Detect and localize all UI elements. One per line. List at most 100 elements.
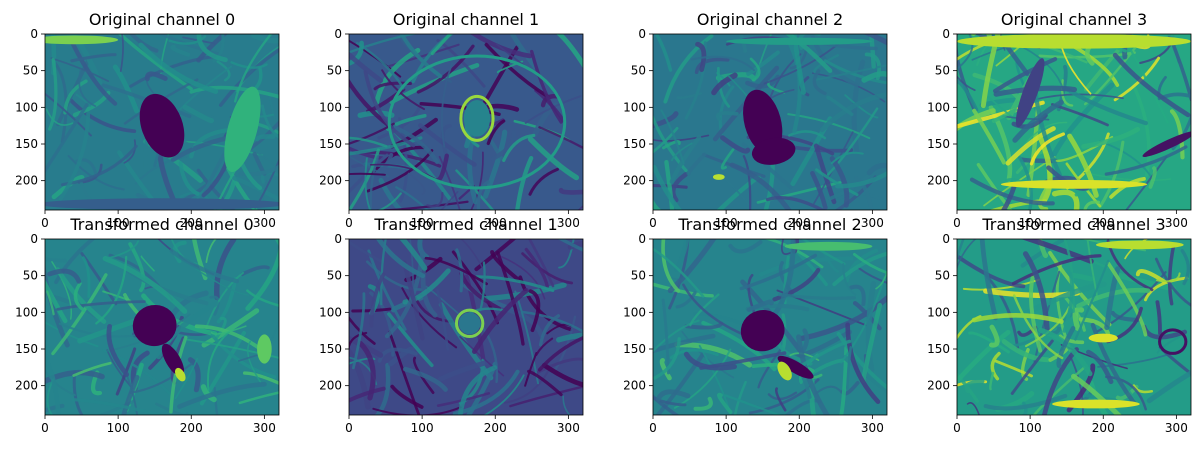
- heatmap-streak: [472, 288, 529, 354]
- heatmap-streak: [976, 34, 998, 67]
- subplot-title: Transformed channel 2: [677, 215, 861, 234]
- heatmap-streak: [815, 168, 859, 197]
- heatmap-streak: [695, 41, 707, 72]
- heatmap-streak: [46, 378, 55, 415]
- heatmap-streak: [972, 108, 1006, 165]
- y-tick-label: 0: [334, 27, 342, 41]
- heatmap-streak: [739, 253, 818, 291]
- heatmap-streak: [957, 100, 1045, 129]
- heatmap-streak: [524, 247, 549, 289]
- x-tick-label: 300: [557, 421, 580, 435]
- y-tick-label: 100: [15, 305, 38, 319]
- heatmap-streak: [535, 337, 554, 357]
- heatmap-streak: [189, 128, 230, 159]
- heatmap-blob: [139, 93, 185, 158]
- heatmap-streak: [436, 289, 450, 351]
- heatmap-streak: [524, 95, 582, 124]
- heatmap-streak: [375, 239, 426, 279]
- heatmap-streak: [349, 148, 381, 210]
- heatmap-streak: [1132, 84, 1151, 178]
- heatmap-streak: [1011, 254, 1102, 286]
- heatmap-streak: [699, 351, 787, 370]
- heatmap-streak: [186, 338, 279, 359]
- heatmap-streak: [205, 239, 217, 264]
- heatmap-ring: [1158, 328, 1188, 355]
- heatmap-streak: [746, 299, 774, 313]
- heatmap-streak: [1106, 261, 1148, 337]
- heatmap-band: [1088, 333, 1118, 343]
- heatmap-streak: [70, 53, 117, 63]
- heatmap-streak: [475, 275, 555, 293]
- heatmap-streak: [349, 172, 386, 176]
- x-tick-label: 200: [180, 421, 203, 435]
- heatmap-streak: [778, 261, 795, 295]
- heatmap-streak: [1144, 276, 1189, 302]
- x-tick-label: 0: [649, 421, 657, 435]
- x-tick-label: 100: [715, 421, 738, 435]
- heatmap-streak: [994, 359, 1033, 378]
- heatmap-streak: [1022, 251, 1050, 335]
- heatmap-streak: [509, 385, 583, 408]
- heatmap-streak: [1081, 126, 1141, 149]
- y-tick-label: 200: [927, 174, 950, 188]
- heatmap-streak: [129, 362, 193, 394]
- heatmap-streak: [828, 153, 887, 201]
- heatmap-streak: [1062, 271, 1074, 333]
- heatmap-streak: [1048, 346, 1069, 362]
- heatmap-streak: [387, 312, 434, 368]
- heatmap-streak: [854, 175, 874, 210]
- heatmap-streak: [716, 111, 739, 121]
- y-tick-label: 0: [638, 232, 646, 246]
- heatmap-streak: [957, 239, 977, 270]
- x-tick-label: 300: [861, 216, 884, 230]
- heatmap-streak: [55, 267, 107, 324]
- heatmap-streak: [435, 153, 449, 183]
- heatmap-streak: [1121, 381, 1143, 415]
- heatmap-streak: [753, 34, 773, 82]
- heatmap-streak: [352, 292, 366, 370]
- heatmap-streak: [45, 102, 89, 174]
- heatmap-streak: [1148, 166, 1157, 189]
- heatmap-streak: [661, 239, 681, 293]
- heatmap-streak: [724, 394, 782, 415]
- heatmap-streak: [1029, 271, 1043, 353]
- subplot-title: Original channel 2: [697, 10, 843, 29]
- heatmap-streak: [128, 242, 146, 293]
- x-tick-label: 200: [1092, 421, 1115, 435]
- x-tick-label: 0: [41, 421, 49, 435]
- heatmap-streak: [102, 240, 140, 261]
- heatmap-streak: [702, 153, 766, 178]
- heatmap-streak: [210, 333, 277, 379]
- y-tick-label: 150: [15, 342, 38, 356]
- y-tick-label: 200: [319, 174, 342, 188]
- heatmap-streak: [562, 395, 571, 415]
- heatmap-streak: [1056, 326, 1076, 369]
- heatmap-streak: [102, 255, 188, 314]
- heatmap-streak: [218, 47, 279, 107]
- y-tick-label: 200: [15, 174, 38, 188]
- x-tick-label: 0: [953, 216, 961, 230]
- heatmap-streak: [214, 239, 237, 301]
- heatmap-streak: [1051, 82, 1115, 158]
- heatmap-streak: [260, 104, 279, 139]
- y-tick-label: 50: [23, 64, 38, 78]
- heatmap-streak: [177, 381, 267, 409]
- x-tick-label: 0: [649, 216, 657, 230]
- heatmap-streak: [791, 34, 806, 95]
- y-tick-label: 50: [327, 64, 342, 78]
- y-tick-label: 0: [30, 232, 38, 246]
- heatmap-streak: [686, 152, 707, 176]
- subplot-5: Transformed channel 0 0 100 200 300 0 50 100 150…: [15, 215, 280, 435]
- heatmap-streak: [524, 351, 538, 387]
- heatmap-streak: [1146, 369, 1191, 404]
- heatmap-streak: [836, 192, 887, 204]
- heatmap-streak: [205, 271, 244, 330]
- heatmap-streak: [720, 148, 735, 170]
- heatmap-streak: [1167, 242, 1176, 306]
- heatmap-streak: [251, 34, 279, 44]
- y-tick-label: 200: [15, 379, 38, 393]
- heatmap-streak: [1090, 322, 1137, 406]
- heatmap-streak: [653, 247, 705, 298]
- heatmap-streak: [349, 40, 364, 66]
